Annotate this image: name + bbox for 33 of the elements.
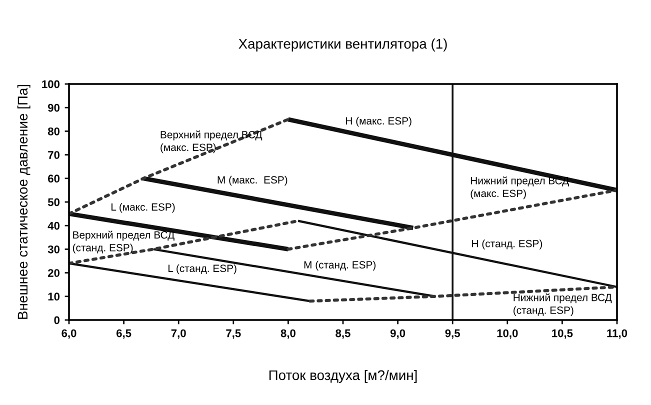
x-tick-label: 8,5 xyxy=(336,329,350,339)
annotation: H (макс. ESP) xyxy=(346,116,412,127)
annotation: L (макс. ESP) xyxy=(112,203,175,213)
y-tick-label: 50 xyxy=(48,198,60,206)
y-tick-label: 20 xyxy=(48,269,60,277)
x-axis-title: Поток воздуха [м?/мин] xyxy=(269,370,417,383)
annotation: Верхний предел ВСД (станд. ESP) xyxy=(72,230,174,254)
x-tick-label: 8,0 xyxy=(280,329,296,339)
y-tick-label: 10 xyxy=(48,292,60,301)
annotation: M (станд. ESP) xyxy=(304,260,376,271)
y-tick-label: 30 xyxy=(48,245,60,254)
annotation: H (станд. ESP) xyxy=(472,240,542,250)
x-tick-label: 10,5 xyxy=(552,329,573,339)
y-tick-label: 70 xyxy=(48,151,60,159)
y-tick-label: 100 xyxy=(42,80,60,88)
x-tick-label: 6,5 xyxy=(116,329,132,339)
y-tick-label: 0 xyxy=(54,316,60,324)
y-tick-label: 80 xyxy=(48,127,60,136)
y-tick-label: 40 xyxy=(48,222,60,230)
x-tick-label: 9,0 xyxy=(390,329,406,339)
y-tick-label: 60 xyxy=(48,174,60,183)
x-tick-label: 11,0 xyxy=(607,329,628,339)
y-tick-label: 90 xyxy=(48,104,60,112)
x-tick-label: 9,5 xyxy=(445,329,460,339)
y-axis-title: Внешнее статическое давление [Па] xyxy=(17,84,30,319)
x-tick-label: 10,0 xyxy=(497,329,518,339)
annotation: M (макс. ESP) xyxy=(218,176,288,186)
annotation: Нижний предел ВСД (станд. ESP) xyxy=(514,293,612,316)
x-tick-label: 7,5 xyxy=(226,329,241,339)
chart-title: Характеристики вентилятора (1) xyxy=(238,38,447,52)
x-tick-label: 7,0 xyxy=(171,329,186,339)
annotation: L (станд. ESP) xyxy=(168,264,236,274)
x-tick-label: 6,0 xyxy=(62,329,76,339)
